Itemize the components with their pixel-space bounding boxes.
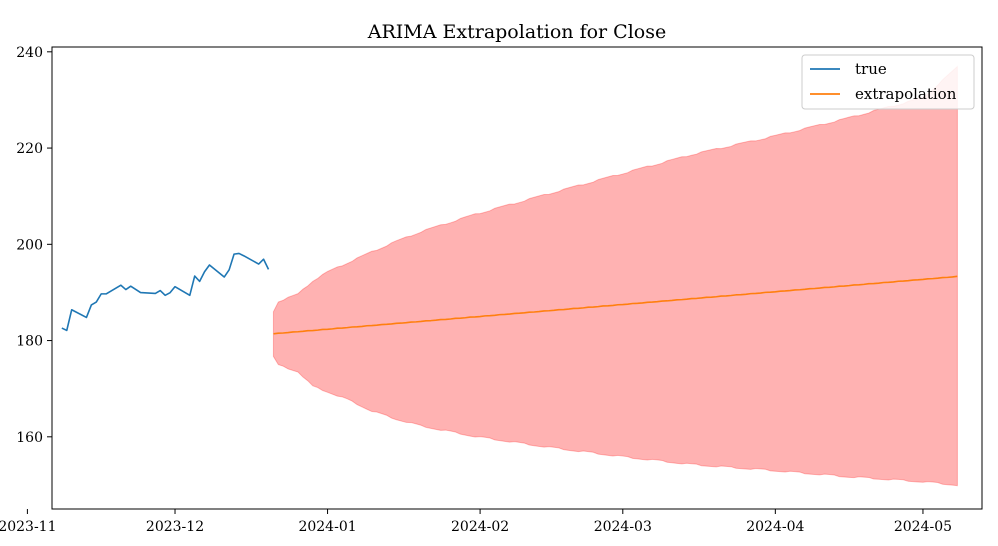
legend-label-extrapolation: extrapolation: [855, 85, 957, 103]
y-tick-label: 240: [16, 45, 43, 61]
y-tick-label: 180: [16, 334, 43, 350]
x-tick-label: 2023-12: [146, 519, 204, 535]
x-tick-label: 2024-04: [746, 519, 804, 535]
legend-label-true: true: [855, 60, 887, 78]
y-tick-label: 200: [16, 237, 43, 253]
y-tick-label: 160: [16, 430, 43, 446]
x-tick-label: 2024-05: [894, 519, 952, 535]
series-layer: [61, 252, 958, 335]
confidence-band: [272, 65, 958, 487]
x-tick-label: 2023-11: [0, 519, 56, 535]
confidence-band-layer: [272, 65, 958, 487]
x-tick-label: 2024-02: [451, 519, 509, 535]
chart-title: ARIMA Extrapolation for Close: [367, 21, 666, 43]
legend: true extrapolation: [801, 54, 975, 110]
y-axis: 160 180 200 220 240: [16, 45, 52, 446]
series-line-extrapolation: [273, 275, 958, 335]
legend-box: [801, 54, 975, 110]
plot-frame: [51, 46, 983, 510]
series-line-true: [61, 252, 270, 332]
x-tick-label: 2024-01: [298, 519, 356, 535]
x-axis: 2023-11 2023-12 2024-01 2024-02 2024-03 2024-…: [0, 509, 952, 535]
x-tick-label: 2024-03: [594, 519, 652, 535]
y-tick-label: 220: [16, 141, 43, 157]
